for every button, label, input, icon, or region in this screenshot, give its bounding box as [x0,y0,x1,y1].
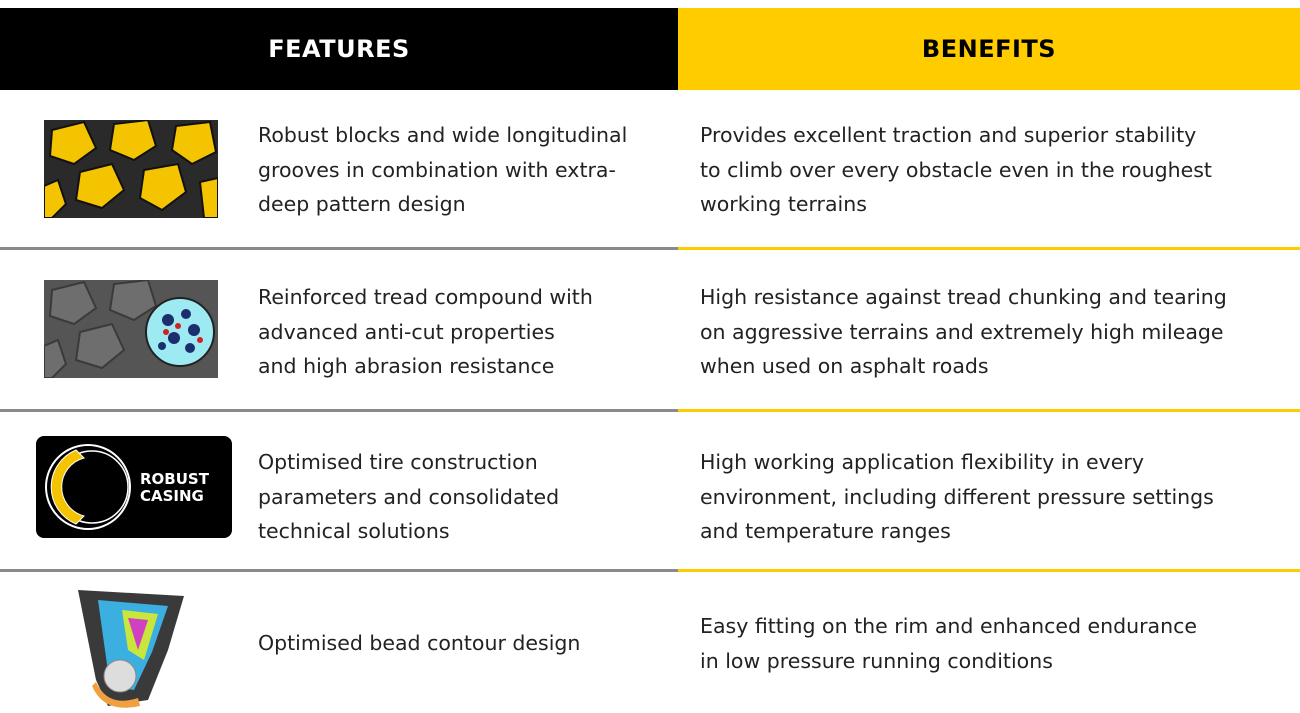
feature-text: Optimised bead contour design [258,626,580,661]
text-line: in low pressure running conditions [700,648,1053,673]
compound-image [44,280,218,378]
text-line: Robust blocks and wide longitudinal [258,123,628,147]
text-line: technical solutions [258,519,450,543]
benefit-text: High working application flexibility in … [700,445,1214,549]
feature-text: Reinforced tread compound with advanced … [258,280,593,384]
feature-text: Robust blocks and wide longitudinal groo… [258,118,627,222]
text-line: Provides excellent traction and superior… [700,123,1197,147]
text-line: environment, including different pressur… [700,484,1214,509]
benefit-text: Easy fitting on the rim and enhanced end… [700,609,1197,678]
features-header: FEATURES [0,8,678,90]
robust-casing-badge: ROBUST CASING [36,436,232,538]
benefits-header: BENEFITS [678,8,1300,90]
benefit-text: High resistance against tread chunking a… [700,280,1227,384]
badge-text: CASING [140,487,204,505]
text-line: deep pattern design [258,192,466,216]
bead-image [78,590,184,708]
separator [678,247,1300,250]
text-line: and temperature ranges [700,519,951,543]
text-line: to climb over every obstacle even in the… [700,157,1212,182]
text-line: grooves in combination with extra- [258,157,616,182]
separator [678,569,1300,572]
separator [0,569,678,572]
text-line: when used on asphalt roads [700,354,989,378]
text-line: working terrains [700,192,867,216]
text-line: High working application flexibility in … [700,450,1144,474]
text-line: parameters and consolidated [258,484,560,509]
separator [678,409,1300,412]
separator [0,247,678,250]
text-line: High resistance against tread chunking a… [700,285,1227,309]
text-line: advanced anti-cut properties [258,319,555,344]
text-line: Optimised tire construction [258,450,538,474]
separator [0,409,678,412]
text-line: and high abrasion resistance [258,354,555,378]
text-line: Easy fitting on the rim and enhanced end… [700,614,1197,638]
text-line: on aggressive terrains and extremely hig… [700,319,1224,344]
feature-text: Optimised tire construction parameters a… [258,445,559,549]
text-line: Reinforced tread compound with [258,285,593,309]
badge-text: ROBUST [140,470,210,488]
benefit-text: Provides excellent traction and superior… [700,118,1212,222]
text-line: Optimised bead contour design [258,631,581,655]
tread-image [44,120,218,218]
